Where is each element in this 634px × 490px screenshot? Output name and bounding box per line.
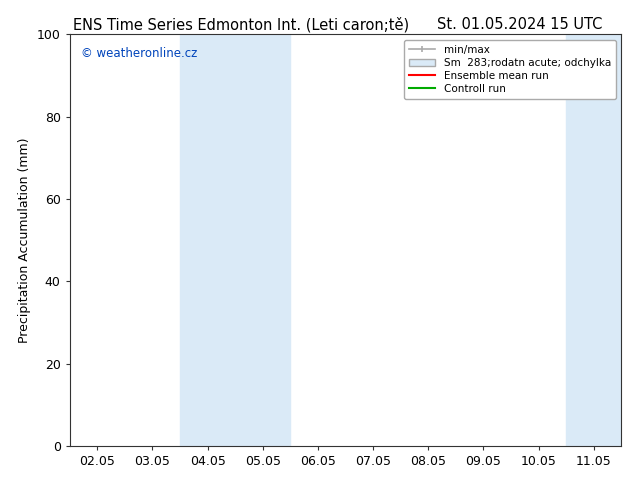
- Text: ENS Time Series Edmonton Int. (Leti caron;tě): ENS Time Series Edmonton Int. (Leti caro…: [73, 17, 409, 33]
- Text: © weatheronline.cz: © weatheronline.cz: [81, 47, 197, 60]
- Text: St. 01.05.2024 15 UTC: St. 01.05.2024 15 UTC: [437, 17, 602, 32]
- Y-axis label: Precipitation Accumulation (mm): Precipitation Accumulation (mm): [18, 137, 31, 343]
- Bar: [566, 34, 634, 446]
- Legend: min/max, Sm  283;rodatn acute; odchylka, Ensemble mean run, Controll run: min/max, Sm 283;rodatn acute; odchylka, …: [404, 40, 616, 99]
- Bar: [180, 34, 290, 446]
